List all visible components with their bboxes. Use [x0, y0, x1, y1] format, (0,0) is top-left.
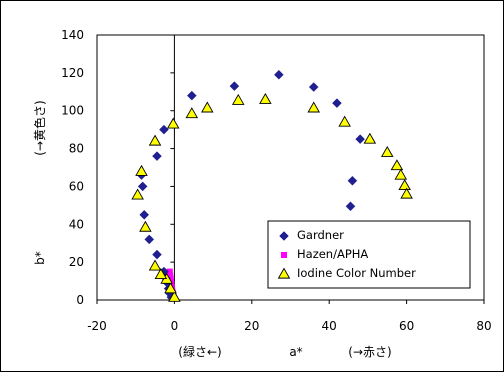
x-tick-label: 0	[171, 319, 179, 333]
data-point-iodine-color-number	[154, 268, 168, 280]
data-point-gardner	[144, 234, 155, 245]
data-point-iodine-color-number	[148, 134, 162, 146]
legend-marker-gardner	[279, 231, 289, 241]
data-point-gardner	[186, 90, 197, 101]
data-point-gardner	[274, 69, 284, 80]
data-point-gardner	[137, 181, 148, 192]
y-tick-label: 40	[69, 217, 84, 231]
x-axis-label-center: a*	[289, 345, 302, 359]
data-point-gardner	[139, 209, 150, 220]
data-point-gardner	[347, 175, 358, 186]
x-tick-label: 60	[399, 319, 414, 333]
axes	[96, 34, 485, 301]
data-point-gardner	[345, 201, 356, 212]
x-tick-label: 20	[244, 319, 259, 333]
data-point-iodine-color-number	[400, 187, 413, 199]
data-point-iodine-color-number	[398, 179, 411, 191]
data-point-iodine-color-number	[148, 259, 162, 271]
legend-markers	[277, 231, 291, 279]
legend-label-hazen-apha: Hazen/APHA	[297, 247, 368, 261]
data-point-iodine-color-number	[201, 101, 214, 113]
x-tick-label: 40	[322, 319, 337, 333]
data-point-iodine-color-number	[390, 159, 404, 171]
x-axis-label-left: (緑さ←)	[178, 344, 221, 359]
y-axis-label-name: b*	[33, 251, 47, 265]
data-point-gardner	[159, 124, 169, 135]
data-point-gardner	[308, 82, 319, 92]
data-point-iodine-color-number	[135, 164, 148, 176]
legend-box	[267, 220, 471, 289]
data-point-gardner	[229, 81, 240, 91]
x-tick-label: 80	[476, 319, 491, 333]
data-point-iodine-color-number	[131, 188, 144, 200]
legend-marker-iodine-color-number	[277, 267, 291, 279]
data-point-iodine-color-number	[338, 115, 351, 127]
data-point-iodine-color-number	[363, 132, 377, 144]
data-point-iodine-color-number	[307, 101, 320, 113]
legend-marker-hazen-apha	[281, 252, 287, 258]
y-tick-label: 100	[61, 104, 84, 118]
y-tick-label: 60	[69, 179, 84, 193]
y-axis-label-direction: (→黄色さ)	[33, 100, 47, 155]
y-tick-label: 0	[76, 293, 84, 307]
data-point-gardner	[152, 151, 162, 161]
data-point-gardner	[332, 98, 342, 108]
x-axis-label-right: (→赤さ)	[348, 345, 391, 359]
data-point-iodine-color-number	[185, 107, 199, 119]
data-point-hazen-apha	[166, 268, 173, 275]
data-point-iodine-color-number	[259, 92, 272, 104]
data-point-iodine-color-number	[164, 282, 177, 294]
y-tick-label: 80	[69, 142, 84, 156]
data-point-gardner	[355, 134, 366, 144]
data-point-iodine-color-number	[166, 117, 180, 129]
data-point-iodine-color-number	[168, 290, 181, 302]
y-tick-label: 20	[69, 255, 84, 269]
data-point-gardner	[152, 249, 162, 260]
legend-label-iodine-color-number: Iodine Color Number	[297, 266, 416, 280]
x-tick-label: -20	[87, 319, 107, 333]
plot-area-border	[96, 34, 485, 301]
legend: Gardner Hazen/APHA Iodine Color Number	[267, 220, 471, 289]
y-tick-label: 120	[61, 66, 84, 80]
data-point-iodine-color-number	[231, 93, 245, 105]
data-point-iodine-color-number	[394, 168, 408, 180]
data-series	[131, 69, 413, 303]
y-tick-label: 140	[61, 28, 84, 42]
legend-label-gardner: Gardner	[297, 228, 344, 242]
data-point-iodine-color-number	[380, 145, 394, 157]
data-point-iodine-color-number	[139, 220, 152, 232]
